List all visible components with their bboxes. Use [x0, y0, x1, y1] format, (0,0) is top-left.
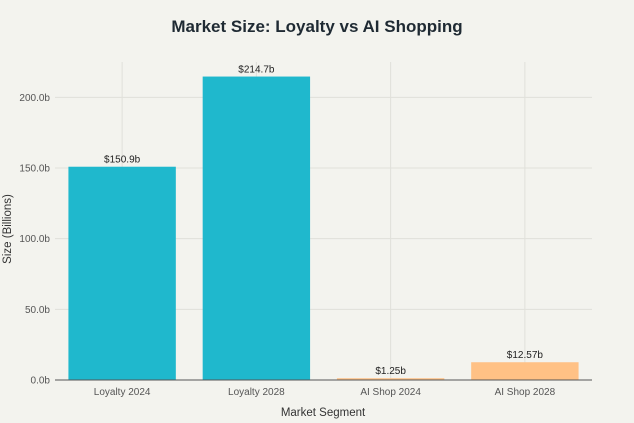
bar: [68, 166, 176, 380]
y-tick-label: 0.0b: [31, 376, 51, 387]
bar: [471, 362, 579, 380]
x-tick-label: AI Shop 2024: [360, 387, 421, 398]
data-labels: $150.9b $214.7b $1.25b $12.57b: [104, 65, 543, 378]
bar: [202, 76, 311, 380]
x-axis-title: Market Segment: [281, 407, 366, 419]
chart-title: Market Size: Loyalty vs AI Shopping: [171, 17, 462, 36]
bar-data-label: $214.7b: [238, 65, 275, 76]
y-tick-label: 100.0b: [19, 234, 50, 245]
bar-data-label: $12.57b: [507, 350, 544, 361]
y-tick-label: 50.0b: [25, 305, 50, 316]
x-tick-label: AI Shop 2028: [495, 387, 556, 398]
x-tick-label: Loyalty 2024: [94, 387, 151, 398]
bars: [68, 76, 579, 380]
y-tick-label: 150.0b: [19, 164, 50, 175]
y-axis-title: Size (Billions): [2, 194, 14, 264]
y-tick-label: 200.0b: [19, 93, 50, 104]
bar-data-label: $150.9b: [104, 155, 141, 166]
x-axis-ticks: Loyalty 2024 Loyalty 2028 AI Shop 2024 AI S…: [94, 387, 556, 398]
y-axis-ticks: 0.0b 50.0b 100.0b 150.0b 200.0b: [19, 93, 50, 387]
bar: [336, 378, 445, 380]
bar-data-label: $1.25b: [375, 366, 406, 377]
x-tick-label: Loyalty 2028: [228, 387, 285, 398]
